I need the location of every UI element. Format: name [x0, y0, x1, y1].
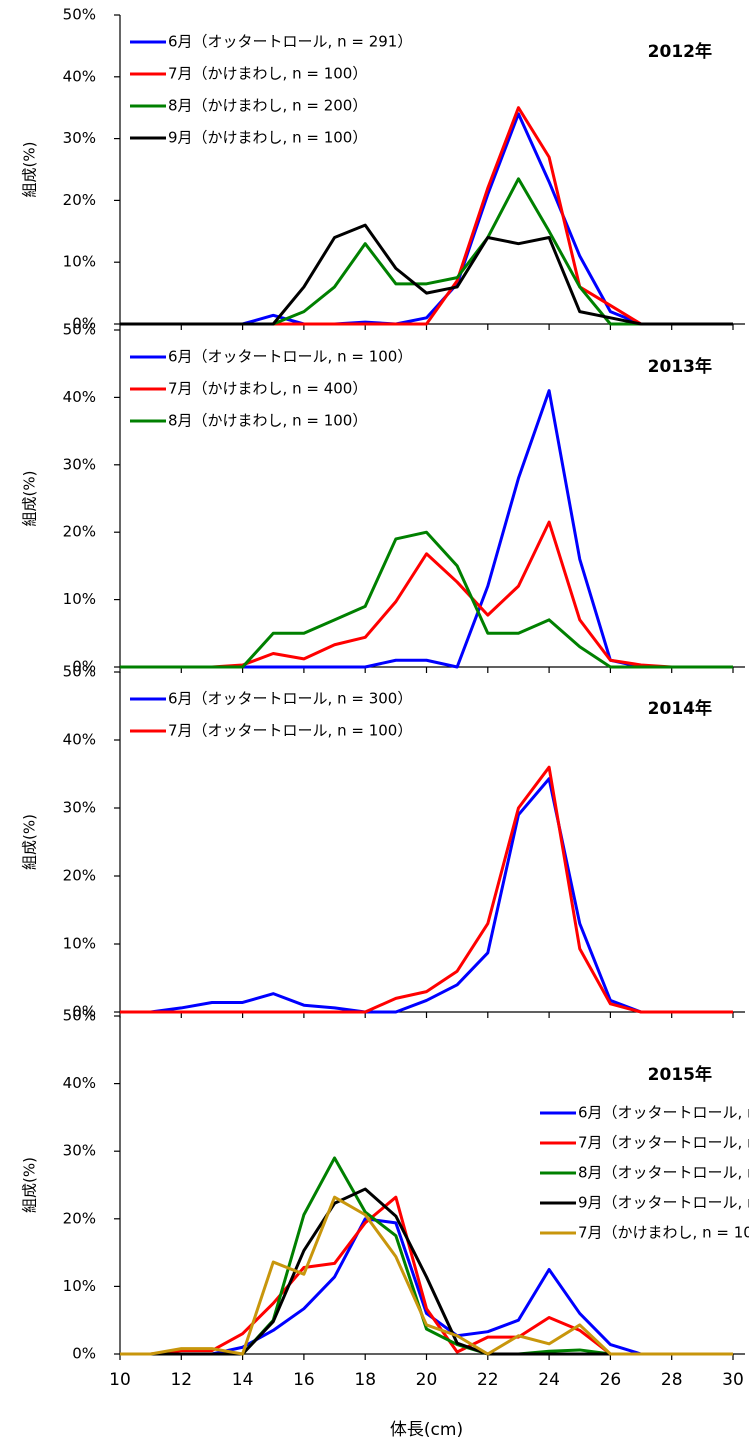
y-axis-label: 組成(%): [21, 471, 39, 527]
year-annotation: 2012年: [648, 41, 712, 62]
y-tick-label: 50%: [63, 321, 96, 339]
series-line: [120, 1195, 733, 1356]
y-tick-label: 50%: [63, 663, 96, 681]
legend-label: 7月（かけまわし, n = 400）: [168, 380, 367, 398]
y-tick-label: 20%: [63, 191, 96, 209]
y-axis-label: 組成(%): [21, 142, 39, 198]
x-tick-label: 28: [661, 1370, 683, 1390]
x-tick-label: 24: [538, 1370, 560, 1390]
series-line: [120, 530, 733, 669]
legend-label: 7月（オッタートロール, n = 100）: [168, 722, 412, 740]
series-line: [120, 777, 733, 1014]
year-annotation: 2014年: [648, 698, 712, 719]
y-axis-label: 組成(%): [21, 814, 39, 870]
y-tick-label: 10%: [63, 253, 96, 271]
y-tick-label: 0%: [72, 315, 96, 333]
x-tick-label: 20: [416, 1370, 438, 1390]
y-tick-label: 30%: [63, 1142, 96, 1160]
y-tick-label: 50%: [63, 6, 96, 24]
legend-label: 6月（オッタートロール, n = 100）: [168, 348, 412, 366]
y-tick-label: 40%: [63, 731, 96, 749]
y-tick-label: 30%: [63, 455, 96, 473]
year-annotation: 2015年: [648, 1064, 712, 1085]
y-tick-label: 40%: [63, 388, 96, 406]
series-line: [120, 389, 733, 669]
legend-label: 9月（オッタートロール, n = 100）: [578, 1194, 749, 1212]
x-tick-label: 12: [170, 1370, 192, 1390]
y-tick-label: 20%: [63, 867, 96, 885]
y-tick-label: 40%: [63, 1074, 96, 1092]
y-tick-label: 0%: [72, 1345, 96, 1363]
series-line: [120, 177, 733, 326]
year-annotation: 2013年: [648, 356, 712, 377]
legend-label: 9月（かけまわし, n = 100）: [168, 129, 367, 147]
y-axis-label: 組成(%): [21, 1157, 39, 1213]
y-tick-label: 50%: [63, 1007, 96, 1025]
legend-label: 6月（オッタートロール, n = 200）: [578, 1104, 749, 1122]
y-tick-label: 0%: [72, 1003, 96, 1021]
y-tick-label: 20%: [63, 1209, 96, 1227]
x-tick-label: 10: [109, 1370, 131, 1390]
legend-label: 8月（かけまわし, n = 200）: [168, 97, 367, 115]
x-tick-label: 22: [477, 1370, 499, 1390]
series-line: [120, 765, 733, 1014]
legend-label: 6月（オッタートロール, n = 300）: [168, 690, 412, 708]
legend-label: 6月（オッタートロール, n = 291）: [168, 33, 412, 51]
x-tick-label: 16: [293, 1370, 315, 1390]
y-tick-label: 40%: [63, 67, 96, 85]
y-tick-label: 20%: [63, 523, 96, 541]
y-tick-label: 0%: [72, 658, 96, 676]
x-tick-label: 14: [232, 1370, 254, 1390]
legend-label: 7月（オッタートロール, n = 300）: [578, 1134, 749, 1152]
y-tick-label: 10%: [63, 1277, 96, 1295]
y-tick-label: 30%: [63, 799, 96, 817]
y-tick-label: 10%: [63, 935, 96, 953]
x-tick-label: 30: [722, 1370, 744, 1390]
x-tick-label: 26: [600, 1370, 622, 1390]
y-tick-label: 10%: [63, 590, 96, 608]
x-tick-label: 18: [354, 1370, 376, 1390]
legend-label: 8月（かけまわし, n = 100）: [168, 412, 367, 430]
legend-label: 7月（かけまわし, n = 100）: [168, 65, 367, 83]
legend-label: 7月（かけまわし, n = 100）: [578, 1224, 749, 1242]
series-line: [120, 223, 733, 326]
x-axis-label: 体長(cm): [390, 1420, 463, 1440]
y-tick-label: 30%: [63, 129, 96, 147]
series-line: [120, 520, 733, 669]
legend-label: 8月（オッタートロール, n = 300）: [578, 1164, 749, 1182]
